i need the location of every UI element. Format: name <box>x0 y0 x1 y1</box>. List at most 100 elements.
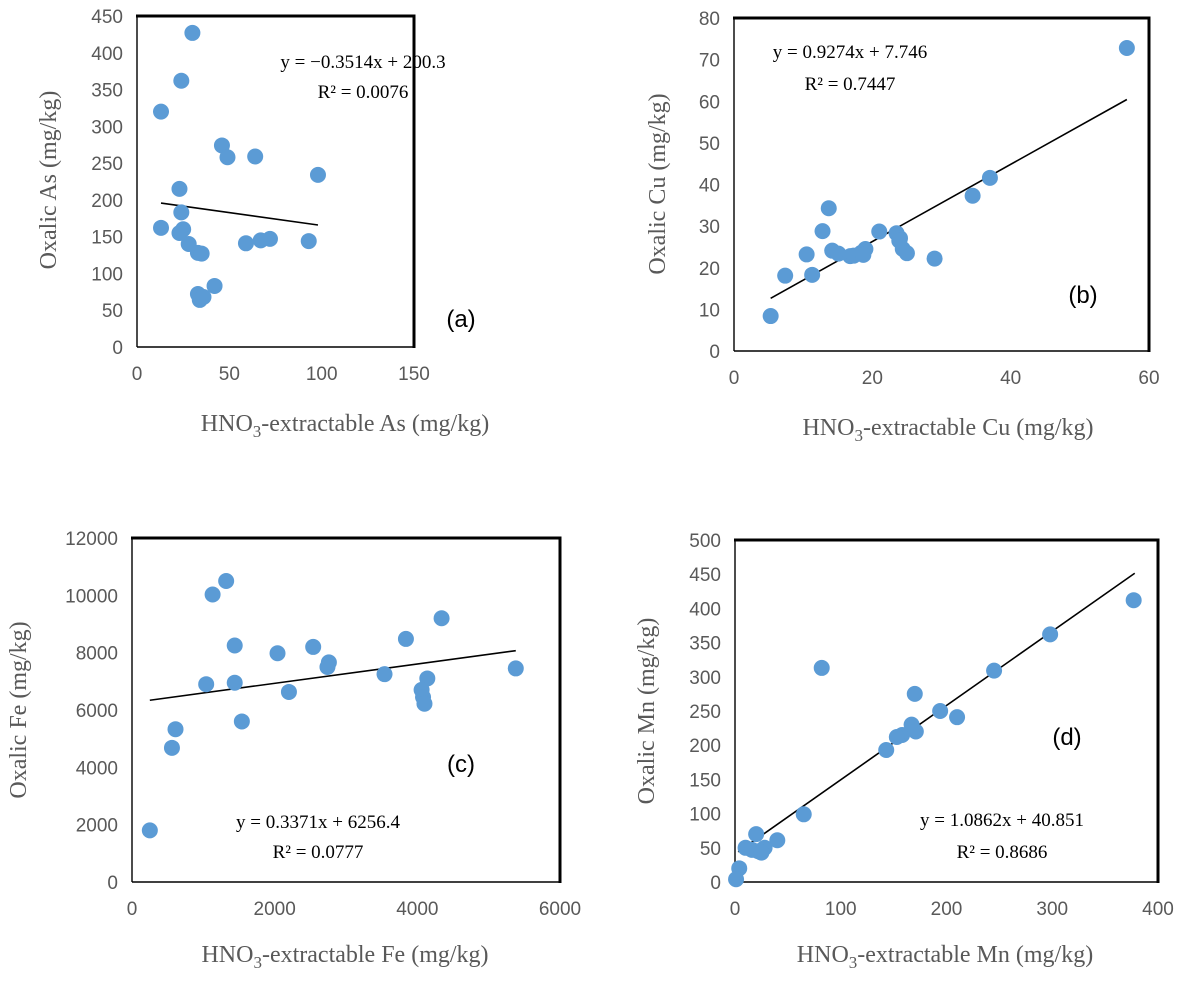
data-point <box>926 250 943 267</box>
data-point <box>777 267 794 284</box>
data-point <box>888 728 905 745</box>
y-tick-label: 30 <box>699 217 720 238</box>
data-point <box>300 233 317 250</box>
data-point <box>305 638 322 655</box>
y-tick-label: 50 <box>700 839 721 860</box>
x-axis-label-subscript: 3 <box>253 953 262 972</box>
data-point <box>898 245 915 262</box>
y-axis-label: Oxalic Cu (mg/kg) <box>645 93 671 274</box>
data-point <box>981 169 998 186</box>
data-point <box>153 219 170 236</box>
data-point <box>269 645 286 662</box>
data-point <box>206 277 223 294</box>
data-point <box>891 232 908 249</box>
data-point <box>153 103 170 120</box>
y-tick-label: 20 <box>699 259 720 280</box>
y-tick-label: 250 <box>689 702 721 723</box>
regression-equation: y = 0.3371x + 6256.4 <box>236 812 400 833</box>
data-point <box>173 72 190 89</box>
x-tick-label: 50 <box>219 364 240 385</box>
y-tick-label: 8000 <box>76 644 118 665</box>
y-tick-label: 50 <box>102 301 123 322</box>
data-point <box>204 586 221 603</box>
x-tick-label: 150 <box>398 364 430 385</box>
data-point <box>855 246 872 263</box>
trendline <box>770 98 1128 299</box>
data-point <box>376 666 393 683</box>
y-tick-label: 200 <box>689 736 721 757</box>
y-tick-label: 10 <box>699 300 720 321</box>
data-point <box>163 739 180 756</box>
y-tick-label: 40 <box>699 176 720 197</box>
x-tick-label: 0 <box>127 899 138 920</box>
data-point <box>804 266 821 283</box>
x-axis-label: HNO3-extractable Cu (mg/kg) <box>802 415 1093 445</box>
x-tick-label: 6000 <box>539 899 581 920</box>
data-point <box>753 844 770 861</box>
x-tick-label: 200 <box>931 899 963 920</box>
data-point <box>193 245 210 262</box>
data-point <box>748 826 765 843</box>
y-tick-label: 10000 <box>65 586 118 607</box>
x-tick-label: 0 <box>729 368 740 389</box>
x-tick-label: 100 <box>306 364 338 385</box>
data-point <box>397 630 414 647</box>
panel-label: (a) <box>446 306 475 333</box>
y-tick-label: 500 <box>689 531 721 552</box>
x-axis-label-subscript: 3 <box>849 953 858 972</box>
data-point <box>949 709 966 726</box>
y-tick-label: 70 <box>699 51 720 72</box>
regression-equation: y = −0.3514x + 200.3 <box>280 52 445 73</box>
regression-equation: y = 1.0862x + 40.851 <box>920 810 1084 831</box>
x-tick-label: 2000 <box>254 899 296 920</box>
y-tick-label: 0 <box>107 873 118 894</box>
panel-a: 0 50 100 150 0 50 100 150 200 250 300 350 400 450 y = … <box>36 7 489 441</box>
data-point <box>141 822 158 839</box>
data-point <box>769 832 786 849</box>
data-point <box>226 674 243 691</box>
x-tick-label: 60 <box>1138 368 1159 389</box>
data-point <box>906 685 923 702</box>
data-point <box>1042 626 1059 643</box>
y-tick-label: 150 <box>91 228 123 249</box>
data-point <box>198 676 215 693</box>
data-point <box>184 24 201 41</box>
data-point <box>762 308 779 325</box>
data-point <box>907 723 924 740</box>
panel-d: 0 100 200 300 400 0 50 100 150 200 250 300 350 400 450… <box>634 531 1174 972</box>
data-point <box>433 610 450 627</box>
x-axis-label-subscript: 3 <box>854 426 863 445</box>
x-tick-label: 0 <box>730 899 741 920</box>
panel-label: (b) <box>1068 282 1097 309</box>
data-point <box>218 573 235 589</box>
x-axis-label-suffix: -extractable Fe (mg/kg) <box>262 942 489 968</box>
data-point <box>195 288 212 305</box>
data-point <box>309 166 326 183</box>
panel-label: (c) <box>447 751 475 778</box>
y-tick-label: 450 <box>91 7 123 28</box>
data-point <box>795 806 812 823</box>
x-axis-label-subscript: 3 <box>253 422 262 441</box>
data-point <box>798 246 815 263</box>
data-point <box>507 660 524 677</box>
x-axis-label-prefix: HNO <box>201 411 253 437</box>
data-point <box>728 871 745 888</box>
y-tick-label: 200 <box>91 191 123 212</box>
y-tick-label: 2000 <box>76 816 118 837</box>
data-point <box>280 683 297 700</box>
data-point <box>878 741 895 758</box>
data-point <box>871 223 888 240</box>
data-point <box>820 200 837 217</box>
panel-label: (d) <box>1052 724 1081 751</box>
y-tick-label: 400 <box>91 44 123 65</box>
data-point <box>261 230 278 247</box>
panel-b: 0 20 40 60 0 10 20 30 40 50 60 70 80 y = 0.9274x + 7.… <box>645 9 1160 445</box>
x-axis-label-suffix: -extractable Mn (mg/kg) <box>857 942 1093 968</box>
y-tick-label: 80 <box>699 9 720 30</box>
data-point <box>173 204 190 221</box>
data-point <box>237 235 254 252</box>
y-tick-label: 12000 <box>65 529 118 550</box>
y-axis-label: Oxalic Fe (mg/kg) <box>6 621 32 798</box>
r-squared: R² = 0.8686 <box>957 842 1048 863</box>
x-tick-label: 0 <box>132 364 143 385</box>
